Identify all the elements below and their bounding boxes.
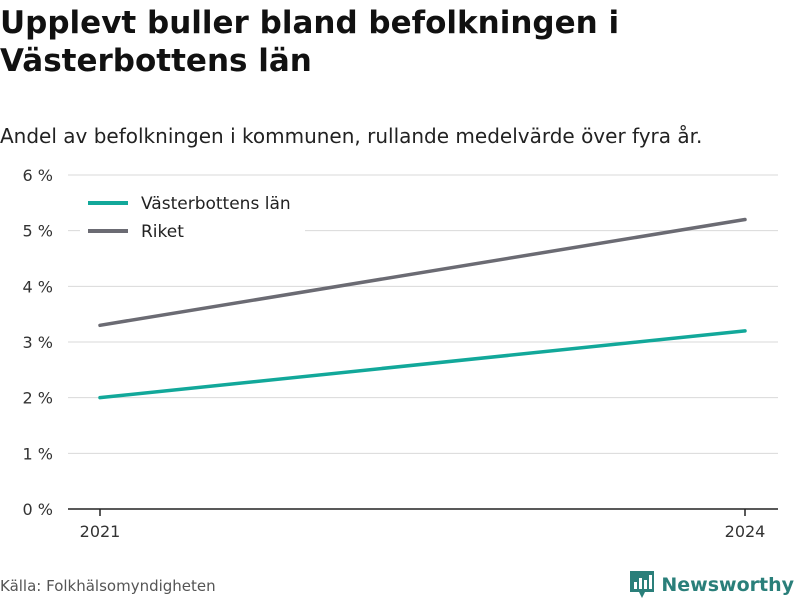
y-tick-label-6: 6 % <box>23 166 53 185</box>
x-tick-label-2021: 2021 <box>80 522 121 541</box>
series-line-0 <box>98 329 747 400</box>
y-tick-label-2: 2 % <box>23 389 53 408</box>
y-tick-label-1: 1 % <box>23 444 53 463</box>
brand-logo[interactable]: Newsworthy <box>629 568 794 602</box>
series-line-1 <box>98 217 747 328</box>
y-tick-label-4: 4 % <box>23 277 53 296</box>
y-tick-label-5: 5 % <box>23 222 53 241</box>
source-note: Källa: Folkhälsomyndigheten <box>0 577 216 595</box>
legend-label-0: Västerbottens län <box>141 194 291 214</box>
newsworthy-logo-icon <box>630 571 655 598</box>
x-tick-label-2024: 2024 <box>725 522 766 541</box>
y-tick-label-3: 3 % <box>23 333 53 352</box>
chart-subtitle: Andel av befolkningen i kommunen, rullan… <box>0 124 703 148</box>
line-chart: 0 % 1 % 2 % 3 % 4 % 5 % 6 % 2021 2024 Västerbotte… <box>23 166 778 541</box>
legend-label-1: Riket <box>141 222 184 242</box>
chart-title: Upplevt buller bland befolkningen i Väst… <box>0 5 620 79</box>
y-tick-label-0: 0 % <box>23 500 53 519</box>
brand-name: Newsworthy <box>661 574 794 596</box>
legend-background <box>80 185 305 243</box>
